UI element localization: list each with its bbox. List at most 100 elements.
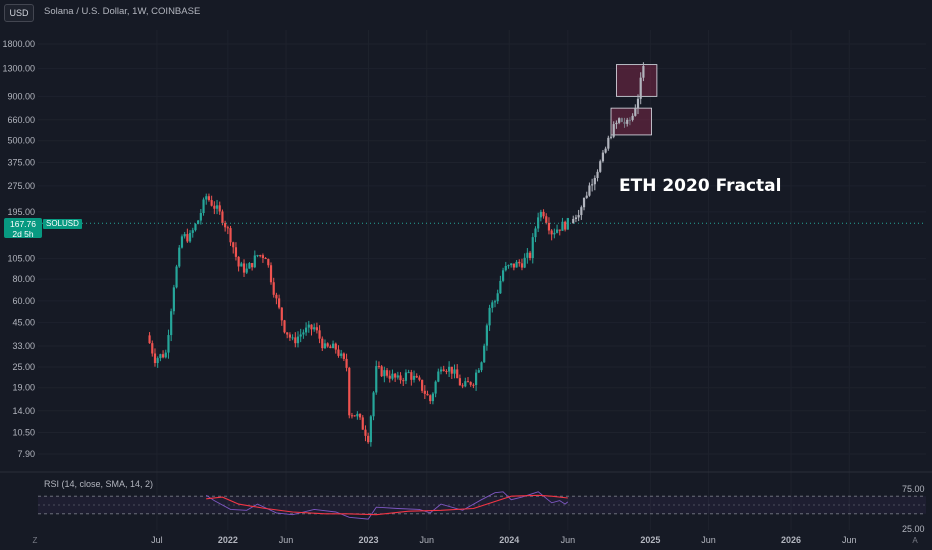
candle	[159, 354, 162, 359]
candle	[323, 343, 327, 349]
candle	[383, 370, 386, 377]
candle	[218, 205, 221, 212]
last-price: 167.76	[10, 219, 36, 229]
candle	[148, 335, 151, 344]
rsi-lower-label: 25.00	[902, 524, 925, 534]
projection-candle	[599, 161, 602, 172]
y-tick-label: 80.00	[12, 274, 35, 284]
projection-candle	[577, 215, 580, 218]
candle	[442, 369, 445, 371]
candle	[229, 228, 232, 243]
candle	[429, 395, 432, 402]
candle	[291, 337, 294, 339]
candle	[186, 234, 189, 242]
candle	[170, 311, 173, 336]
candle	[153, 353, 157, 364]
candle	[356, 413, 359, 417]
candle	[534, 228, 537, 238]
candle	[377, 366, 381, 368]
y-tick-label: 900.00	[7, 91, 35, 101]
candle	[434, 381, 437, 394]
candle	[367, 435, 370, 443]
y-tick-label: 500.00	[7, 136, 35, 146]
x-tick-label: Jun	[701, 535, 716, 545]
candle	[207, 196, 211, 201]
candle	[402, 380, 405, 382]
candle	[232, 242, 235, 248]
candle	[242, 263, 246, 273]
candle	[539, 211, 542, 218]
candle	[264, 258, 267, 260]
candle	[388, 375, 391, 379]
symbol-tag: SOLUSD	[43, 219, 82, 229]
y-tick-label: 105.00	[7, 254, 35, 264]
x-tick-label: Jun	[842, 535, 857, 545]
candle	[167, 335, 170, 353]
candle	[358, 413, 362, 418]
candle	[215, 205, 219, 209]
projection-candle	[591, 184, 594, 186]
candle	[205, 196, 208, 200]
candle	[197, 220, 200, 225]
candle	[474, 372, 478, 386]
currency-button[interactable]: USD	[4, 4, 34, 22]
rsi-upper-label: 75.00	[902, 484, 925, 494]
candle	[251, 263, 254, 268]
candle	[501, 270, 505, 281]
fractal-annotation[interactable]: ETH 2020 Fractal	[619, 176, 782, 196]
candle	[421, 379, 424, 391]
x-tick-label: 2026	[781, 535, 801, 545]
candle	[245, 268, 248, 273]
candle	[256, 255, 259, 257]
auto-scale-icon[interactable]: A	[912, 536, 918, 545]
candle	[342, 353, 345, 359]
x-tick-label: Jun	[561, 535, 576, 545]
rsi-legend[interactable]: RSI (14, close, SMA, 14, 2)	[44, 479, 154, 489]
candle	[553, 232, 556, 235]
bar-countdown: 2d 5h	[12, 229, 34, 239]
y-tick-label: 1800.00	[2, 39, 35, 49]
y-tick-label: 14.00	[12, 406, 35, 416]
candle	[456, 369, 459, 379]
y-tick-label: 195.00	[7, 207, 35, 217]
candle	[423, 390, 426, 394]
target-zone-box	[610, 107, 652, 136]
candle	[507, 265, 510, 267]
candle	[337, 349, 340, 356]
projection-candle	[596, 171, 599, 179]
projection-candle	[582, 197, 586, 208]
projection-candle	[636, 98, 640, 109]
candle	[180, 236, 184, 248]
candle	[558, 229, 561, 231]
candle	[369, 416, 372, 443]
projection-candle	[572, 219, 575, 224]
candle	[518, 261, 521, 264]
candle	[310, 324, 313, 330]
timezone-icon[interactable]: Z	[32, 536, 38, 545]
candle	[221, 211, 224, 224]
y-tick-label: 45.00	[12, 318, 35, 328]
candle	[499, 280, 502, 294]
y-tick-label: 375.00	[7, 157, 35, 167]
candle	[450, 366, 453, 374]
candle	[545, 216, 548, 223]
projection-candle	[607, 137, 610, 149]
candle	[466, 381, 470, 383]
x-tick-label: 2025	[640, 535, 660, 545]
candle	[461, 385, 464, 387]
candle	[412, 375, 416, 380]
candle	[547, 222, 551, 231]
candle	[528, 252, 532, 259]
projection-candle	[623, 121, 626, 124]
projection-candle	[609, 136, 613, 138]
rsi-line	[205, 491, 569, 520]
candle	[302, 332, 305, 335]
y-tick-label: 19.00	[12, 383, 35, 393]
candle	[318, 330, 321, 339]
projection-candle	[615, 122, 618, 125]
candle	[280, 307, 283, 321]
candle	[512, 263, 515, 268]
y-tick-label: 7.90	[17, 449, 35, 459]
candle	[350, 415, 354, 417]
